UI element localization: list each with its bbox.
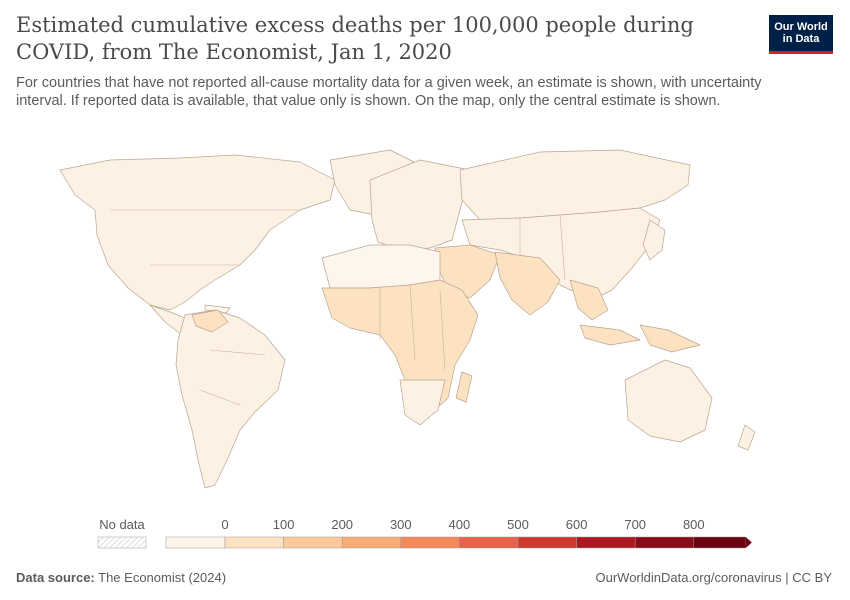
legend-bin bbox=[224, 536, 284, 549]
legend-tick-label: 300 bbox=[390, 517, 412, 532]
chart-subtitle: For countries that have not reported all… bbox=[16, 75, 762, 109]
region-australia[interactable] bbox=[624, 359, 713, 443]
no-data-label: No data bbox=[99, 517, 145, 532]
region-south-america[interactable] bbox=[175, 309, 286, 489]
legend-tick-label: 400 bbox=[449, 517, 471, 532]
legend-tick-label: 200 bbox=[331, 517, 353, 532]
region-north-africa[interactable] bbox=[321, 244, 441, 289]
data-source-label: Data source: bbox=[16, 570, 95, 585]
region-venezuela[interactable] bbox=[191, 309, 229, 333]
chart-title: Estimated cumulative excess deaths per 1… bbox=[16, 13, 694, 64]
legend-tick-label: 100 bbox=[273, 517, 295, 532]
footer-link[interactable]: OurWorldinData.org/coronavirus | CC BY bbox=[595, 570, 832, 585]
region-sub-saharan-africa[interactable] bbox=[321, 279, 479, 411]
region-north-america[interactable] bbox=[59, 154, 336, 311]
legend-bin bbox=[341, 536, 402, 549]
region-russia[interactable] bbox=[459, 149, 691, 221]
region-south-asia[interactable] bbox=[494, 251, 561, 316]
legend-bin bbox=[693, 536, 747, 549]
legend-bins bbox=[165, 536, 752, 549]
color-legend: No data 0 100 200 300 400 500 600 700 800 bbox=[97, 517, 752, 549]
legend-bin bbox=[283, 536, 343, 549]
region-madagascar[interactable] bbox=[455, 371, 473, 403]
legend-bin bbox=[634, 536, 695, 549]
legend-bin bbox=[576, 536, 636, 549]
no-data-swatch bbox=[97, 536, 147, 549]
legend-tick-label: 0 bbox=[221, 517, 228, 532]
legend-tick-label: 700 bbox=[624, 517, 646, 532]
region-caribbean[interactable] bbox=[204, 304, 231, 314]
owid-logo[interactable]: Our World in Data bbox=[769, 15, 833, 54]
logo-line-2: in Data bbox=[782, 33, 820, 45]
region-indonesia[interactable] bbox=[579, 324, 701, 353]
legend-tick-label: 600 bbox=[566, 517, 588, 532]
region-southeast-asia[interactable] bbox=[569, 279, 609, 321]
region-asia[interactable] bbox=[461, 207, 661, 301]
legend-ticks: 0 100 200 300 400 500 600 700 800 bbox=[221, 517, 704, 532]
legend-bin bbox=[459, 536, 519, 549]
region-new-zealand[interactable] bbox=[737, 424, 756, 451]
border-lines bbox=[110, 209, 566, 406]
legend-tick-label: 800 bbox=[683, 517, 705, 532]
legend-bin bbox=[400, 536, 460, 549]
legend-arrow bbox=[745, 537, 752, 548]
legend-tick-label: 500 bbox=[507, 517, 529, 532]
region-japan[interactable] bbox=[642, 219, 666, 261]
legend-bin bbox=[165, 536, 226, 549]
data-source-value: The Economist (2024) bbox=[98, 570, 227, 585]
region-southern-africa[interactable] bbox=[399, 379, 446, 426]
legend-bin bbox=[517, 536, 577, 549]
data-source: Data source: The Economist (2024) bbox=[16, 570, 226, 585]
logo-line-1: Our World bbox=[774, 21, 828, 33]
region-europe[interactable] bbox=[369, 159, 471, 251]
world-map[interactable] bbox=[0, 140, 850, 505]
